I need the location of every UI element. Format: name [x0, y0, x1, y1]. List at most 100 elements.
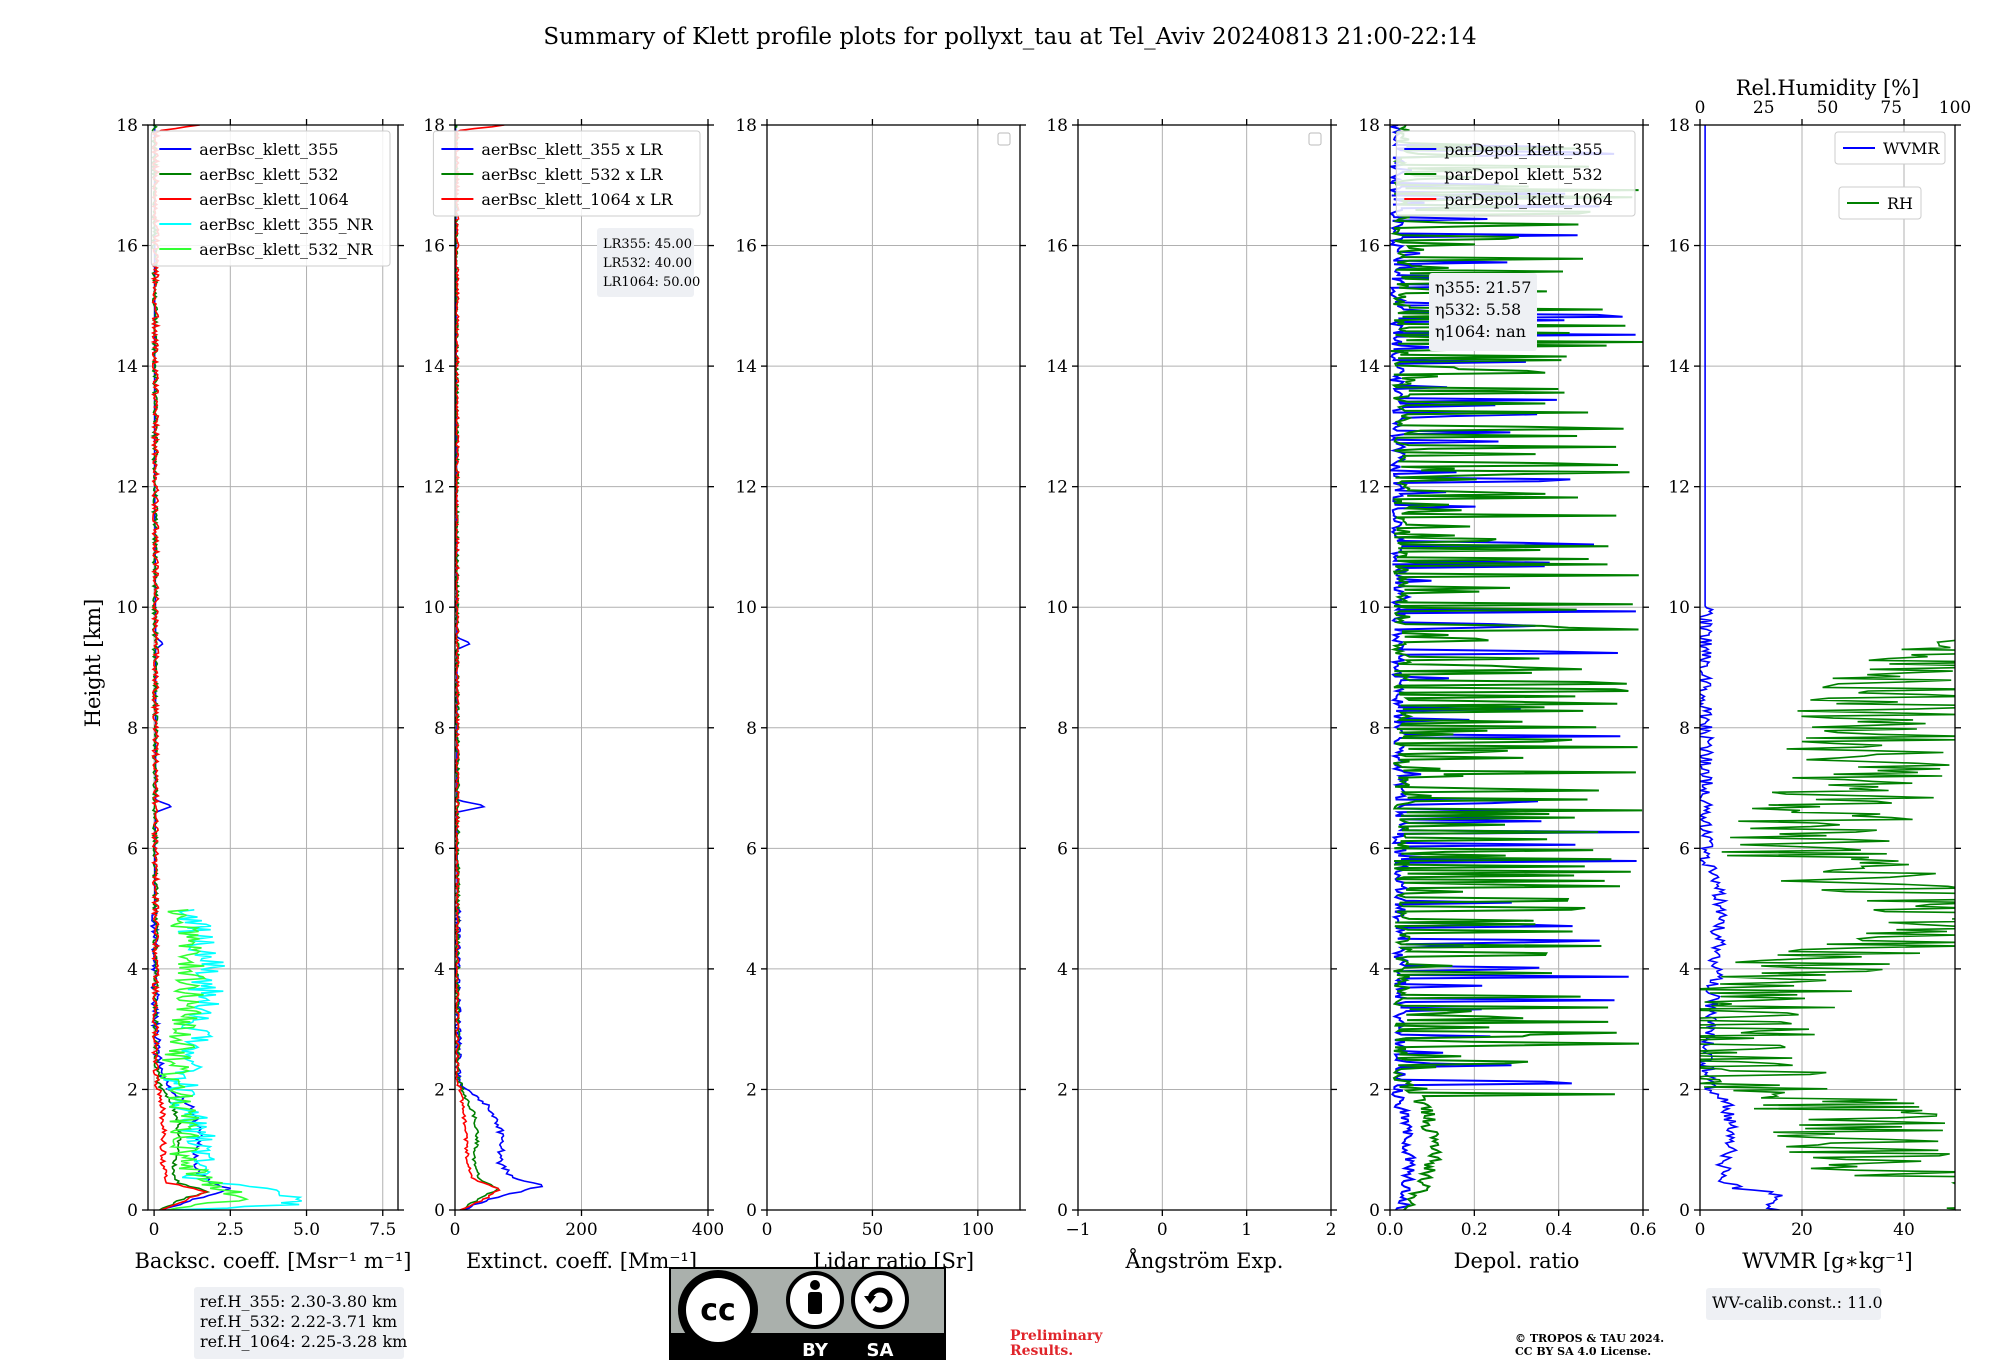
legend: aerBsc_klett_355 x LR aerBsc_klett_532 x …	[432, 130, 701, 217]
y-tick-label: 6	[1679, 839, 1690, 859]
legend-entry: aerBsc_klett_532 x LR	[481, 165, 663, 184]
cc-license-badge[interactable]: cc BY SA	[669, 1267, 946, 1360]
x-tick-label: 1	[1241, 1220, 1252, 1240]
x-tick-label: 100	[962, 1220, 994, 1240]
top-tick-label: 75	[1880, 98, 1902, 118]
panel-bsc: 0 2 4 6 8 10 12 14 16 18 0 2.5 5.0 7.5 Backsc. coeff. …	[116, 116, 411, 1359]
x-tick-label: 0.6	[1629, 1220, 1656, 1240]
y-tick-label: 2	[1679, 1080, 1690, 1100]
x-tick-label: 0	[450, 1220, 461, 1240]
y-tick-label: 0	[1369, 1201, 1380, 1221]
legend-entry: parDepol_klett_1064	[1444, 190, 1613, 209]
y-tick-label: 14	[1358, 357, 1380, 377]
y-tick-label: 18	[1046, 116, 1068, 136]
x-tick-label: 2	[1326, 1220, 1337, 1240]
y-tick-label: 18	[116, 116, 138, 136]
legend: RH	[1838, 186, 1922, 220]
y-tick-label: 12	[735, 478, 757, 498]
x-tick-label: 40	[1893, 1220, 1915, 1240]
preliminary-text-line1: Preliminary	[1010, 1328, 1103, 1344]
y-tick-label: 16	[423, 237, 445, 257]
y-tick-label: 16	[1358, 237, 1380, 257]
annotation-bg	[194, 1287, 404, 1359]
y-tick-label: 4	[1679, 960, 1690, 980]
x-tick-label: 400	[692, 1220, 724, 1240]
legend-entry: RH	[1887, 194, 1913, 213]
y-tick-label: 16	[1668, 237, 1690, 257]
y-tick-label: 12	[1668, 478, 1690, 498]
y-tick-label: 10	[116, 598, 138, 618]
series-line-aerbsc-klett-1064-x-lr	[455, 125, 505, 1210]
annotation-text: ref.H_1064: 2.25-3.28 km	[200, 1332, 407, 1351]
annotation-text: LR532: 40.00	[603, 256, 692, 271]
legend-entry: parDepol_klett_355	[1444, 140, 1602, 159]
legend-entry: aerBsc_klett_1064	[199, 190, 348, 209]
copyright-line1: © TROPOS & TAU 2024.	[1515, 1332, 1664, 1345]
y-tick-label: 12	[116, 478, 138, 498]
y-tick-label: 4	[127, 960, 138, 980]
annotation-text: η355: 21.57	[1435, 278, 1531, 297]
annotation-bg	[597, 228, 694, 297]
y-tick-label: 8	[1369, 719, 1380, 739]
y-tick-label: 2	[1057, 1080, 1068, 1100]
x-axis-label: Depol. ratio	[1454, 1249, 1580, 1273]
legend: WVMR	[1834, 131, 1946, 165]
series-line-aerbsc-klett-532	[150, 125, 211, 1210]
y-tick-label: 8	[746, 719, 757, 739]
annotation-bg	[1706, 1288, 1881, 1320]
x-tick-label: 0	[1695, 1220, 1706, 1240]
series-line-aerbsc-klett-355-nr	[163, 909, 303, 1210]
y-tick-label: 2	[434, 1080, 445, 1100]
y-tick-label: 0	[1679, 1201, 1690, 1221]
by-label: BY	[802, 1340, 829, 1360]
annotation-box: η355: 21.57 η532: 5.58 η1064: nan	[1429, 273, 1537, 351]
x-tick-label: 0	[149, 1220, 160, 1240]
y-tick-label: 14	[1668, 357, 1690, 377]
y-tick-label: 10	[1668, 598, 1690, 618]
y-tick-label: 6	[1369, 839, 1380, 859]
y-tick-label: 10	[423, 598, 445, 618]
y-tick-label: 8	[434, 719, 445, 739]
top-tick-label: 50	[1817, 98, 1839, 118]
x-tick-label: 50	[862, 1220, 884, 1240]
legend-box	[1838, 186, 1922, 220]
series-line-wvmr	[1700, 125, 1783, 1210]
axes-frame	[1077, 124, 1332, 1211]
y-tick-label: 18	[1358, 116, 1380, 136]
legend-entry: aerBsc_klett_532_NR	[199, 240, 373, 259]
series-line-aerbsc-klett-355-x-lr	[455, 125, 544, 1210]
legend-entry: parDepol_klett_532	[1444, 165, 1602, 184]
plot-area	[149, 125, 303, 1210]
series-line-rh	[1700, 639, 1955, 1210]
annotation-text: η532: 5.58	[1435, 300, 1521, 319]
y-tick-label: 6	[1057, 839, 1068, 859]
y-tick-label: 4	[746, 960, 757, 980]
x-axis-label: Extinct. coeff. [Mm⁻¹]	[466, 1249, 697, 1273]
y-tick-label: 14	[116, 357, 138, 377]
legend-box	[1395, 130, 1636, 217]
legend-entry: aerBsc_klett_1064 x LR	[481, 190, 673, 209]
top-axis-label: Rel.Humidity [%]	[1736, 76, 1920, 100]
legend: parDepol_klett_355 parDepol_klett_532 parD…	[1395, 130, 1636, 217]
empty-legend	[1308, 132, 1322, 146]
legend-box	[150, 130, 391, 267]
panel-depol: 0 2 4 6 8 10 12 14 16 18 0.0 0.2 0.4 0.6 Depol. ratio p…	[1358, 116, 1656, 1273]
legend-entry: aerBsc_klett_355	[199, 140, 338, 159]
y-tick-label: 18	[1668, 116, 1690, 136]
y-tick-label: 8	[127, 719, 138, 739]
y-tick-label: 6	[434, 839, 445, 859]
annotation-text: LR355: 45.00	[603, 237, 692, 252]
y-tick-label: 8	[1057, 719, 1068, 739]
y-tick-label: 14	[1046, 357, 1068, 377]
y-tick-label: 2	[746, 1080, 757, 1100]
x-axis-label: WVMR [g∗kg⁻¹]	[1742, 1249, 1913, 1273]
annotation-bg	[1429, 273, 1537, 351]
y-axis-label: Height [km]	[81, 599, 105, 728]
y-tick-label: 12	[1046, 478, 1068, 498]
annotation-text: WV-calib.const.: 11.0	[1712, 1293, 1883, 1312]
